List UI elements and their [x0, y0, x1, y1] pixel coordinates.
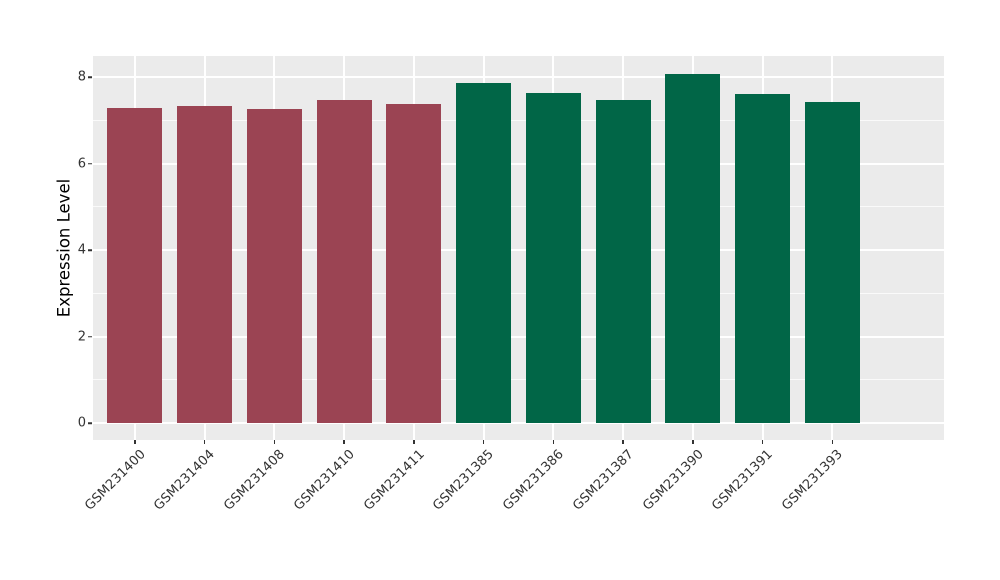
x-tick-label-text: GSM231410 [291, 447, 358, 514]
x-tick-mark [134, 440, 136, 444]
gridline-major [93, 422, 944, 424]
x-tick-label-text: GSM231391 [709, 447, 777, 514]
bar-GSM231393 [804, 102, 860, 423]
x-tick-label-text: GSM231408 [221, 447, 288, 514]
y-tick-mark [88, 249, 92, 251]
x-tick-mark [413, 440, 415, 444]
bar-GSM231390 [665, 73, 721, 423]
bar-GSM231408 [246, 108, 302, 423]
gridline-minor [93, 292, 944, 294]
bar-GSM231386 [525, 93, 581, 423]
bar-GSM231391 [735, 94, 791, 423]
plot-panel [93, 56, 944, 440]
x-tick-mark [761, 440, 764, 444]
y-tick-label: 0 [77, 415, 86, 431]
x-tick-mark [482, 440, 485, 444]
gridline-minor [93, 119, 944, 121]
x-tick-label-text: GSM231404 [151, 447, 219, 514]
y-tick-mark [88, 335, 92, 338]
x-tick-label-text: GSM231393 [779, 447, 846, 514]
y-tick-mark [88, 422, 92, 424]
y-tick-mark [88, 162, 92, 165]
x-tick-mark [552, 440, 555, 444]
gridline-major [93, 162, 944, 165]
y-tick-mark [88, 76, 92, 78]
x-tick-mark [343, 440, 345, 444]
x-tick-mark [273, 440, 276, 444]
x-tick-mark [692, 440, 694, 444]
x-tick-label-text: GSM231387 [570, 447, 637, 514]
gridline-major [93, 335, 944, 338]
gridline-minor [93, 379, 944, 381]
x-tick-mark [203, 440, 206, 444]
y-tick-label: 2 [77, 329, 86, 344]
bar-GSM231400 [107, 108, 163, 423]
y-tick-label: 4 [77, 242, 86, 258]
bar-GSM231404 [177, 105, 233, 423]
x-tick-mark [831, 440, 834, 444]
x-tick-label-text: GSM231386 [500, 447, 567, 514]
bar-GSM231411 [386, 104, 442, 423]
gridline-major [93, 76, 944, 78]
y-tick-label: 6 [77, 156, 86, 171]
bar-GSM231410 [316, 99, 372, 423]
gridline-minor [93, 206, 944, 208]
bar-GSM231385 [456, 83, 512, 423]
bar-GSM231387 [595, 100, 651, 423]
x-tick-label-text: GSM231400 [81, 447, 149, 514]
x-tick-label-text: GSM231390 [639, 447, 707, 514]
x-tick-label-text: GSM231385 [430, 447, 498, 514]
gridline-major [93, 249, 944, 251]
x-tick-label-text: GSM231411 [360, 447, 428, 514]
x-tick-mark [622, 440, 624, 444]
y-tick-label: 8 [77, 69, 86, 85]
